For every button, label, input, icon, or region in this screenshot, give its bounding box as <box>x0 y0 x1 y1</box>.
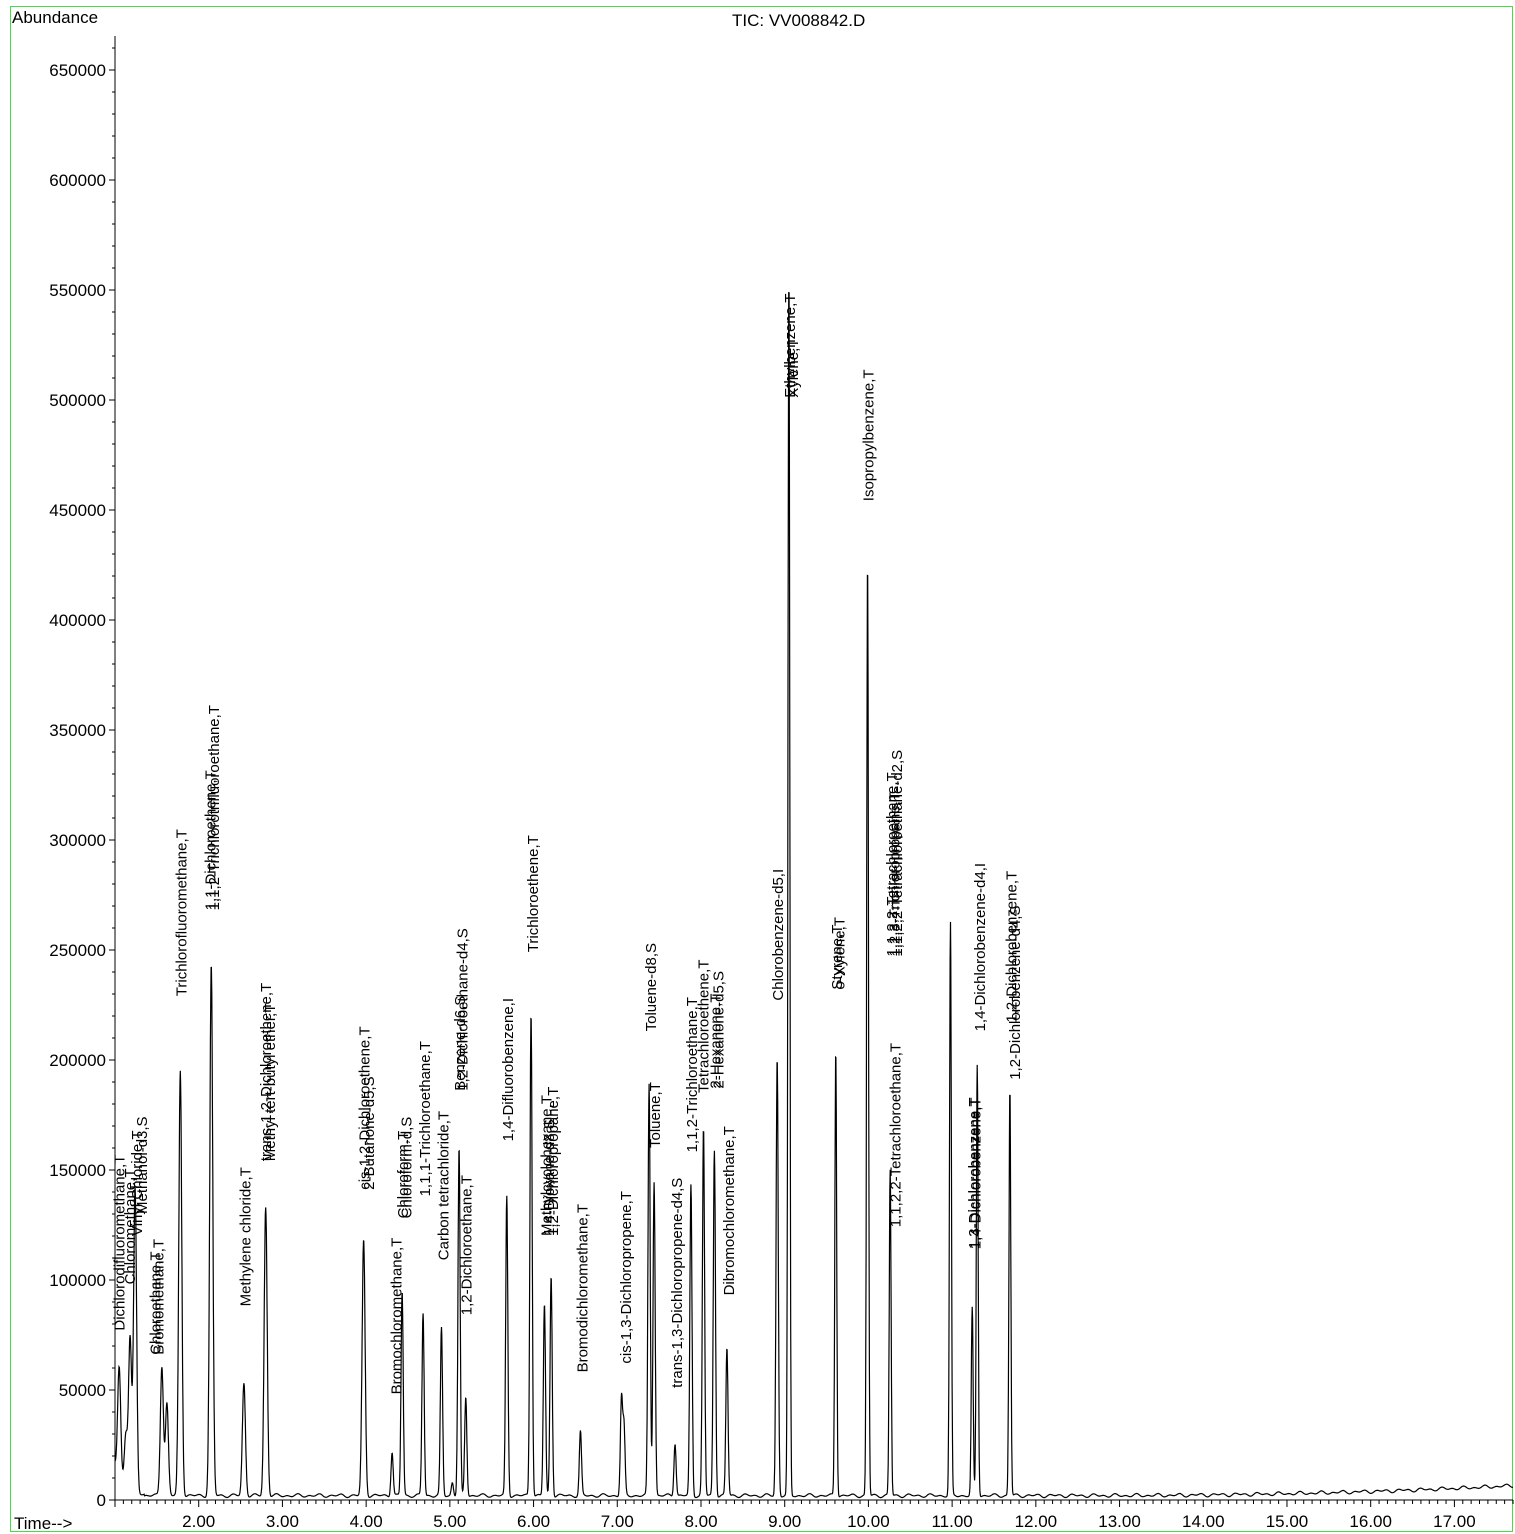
peak-label: Bromomethane,T <box>151 1239 168 1355</box>
peak-label: 1,2-Dichloroethane-d4,S <box>455 928 472 1091</box>
peak-label: Trichlorofluoromethane,T <box>173 829 190 996</box>
y-tick-label: 400000 <box>49 611 106 630</box>
y-tick-label: 500000 <box>49 391 106 410</box>
peak-label: Dibromochloromethane,T <box>721 1126 738 1295</box>
peak-label: Chloroform-d,S <box>398 1117 415 1219</box>
y-tick-label: 600000 <box>49 171 106 190</box>
x-tick-label: 3.00 <box>266 1512 299 1531</box>
peak-label: Methyl tert-butyl ether,T <box>262 1004 279 1162</box>
peak-label: 1,2-Dichloroethane,T <box>459 1175 476 1315</box>
peak-label: 1,1,1-Trichloroethane,T <box>417 1041 434 1196</box>
x-tick-label: 12.00 <box>1015 1512 1058 1531</box>
y-tick-label: 0 <box>97 1491 106 1510</box>
peak-label: 1,1,2,2-Tetrachloroethane,T <box>887 1043 904 1227</box>
peak-label: 1,1,2,2-Tetrachloroethane-d2,S <box>889 750 906 957</box>
peak-label: trans-1,3-Dichloropropene-d4,S <box>669 1178 686 1388</box>
x-tick-label: 14.00 <box>1182 1512 1225 1531</box>
peak-label: o-Xylene,T <box>831 917 848 990</box>
x-tick-label: 15.00 <box>1266 1512 1309 1531</box>
peak-label: cis-1,3-Dichloropropene,T <box>618 1191 635 1364</box>
peak-label: 1,2-Dichlorobenzene-d4,S <box>1007 906 1024 1080</box>
peak-label: Bromodichloromethane,T <box>574 1204 591 1372</box>
peak-label: 1,2-Dichloropropane,T <box>545 1087 562 1236</box>
x-tick-label: 5.00 <box>433 1512 466 1531</box>
y-tick-label: 550000 <box>49 281 106 300</box>
x-tick-label: 9.00 <box>768 1512 801 1531</box>
x-tick-label: 11.00 <box>931 1512 972 1531</box>
y-tick-label: 450000 <box>49 501 106 520</box>
peak-label: Methylene chloride,T <box>238 1167 255 1306</box>
x-tick-label: 2.00 <box>182 1512 215 1531</box>
peak-label: 1,4-Difluorobenzene,I <box>500 998 517 1141</box>
x-tick-label: 17.00 <box>1433 1512 1476 1531</box>
x-tick-label: 16.00 <box>1349 1512 1392 1531</box>
y-tick-label: 250000 <box>49 941 106 960</box>
peak-label: Bromochloromethane,T <box>388 1238 405 1395</box>
peak-label: 1,1,2-Trichlorotrifluoroethane,T <box>206 705 223 910</box>
peak-label: Isopropylbenzene,T <box>861 369 878 501</box>
y-tick-label: 300000 <box>49 831 106 850</box>
y-tick-label: 350000 <box>49 721 106 740</box>
y-tick-label: 100000 <box>49 1271 106 1290</box>
y-tick-label: 200000 <box>49 1051 106 1070</box>
x-tick-label: 10.00 <box>847 1512 890 1531</box>
peak-label: 1,4-Dichlorobenzene,T <box>968 1097 985 1249</box>
tic-trace <box>115 293 1513 1498</box>
y-tick-label: 50000 <box>59 1381 106 1400</box>
y-tick-label: 150000 <box>49 1161 106 1180</box>
peak-label: 2-Hexanone-d5,S <box>711 971 728 1089</box>
peak-label: Carbon tetrachloride,T <box>435 1111 452 1260</box>
y-tick-label: 650000 <box>49 61 106 80</box>
x-tick-label: 6.00 <box>517 1512 550 1531</box>
peak-label: Chlorobenzene-d5,I <box>770 869 787 1001</box>
x-tick-label: 7.00 <box>601 1512 634 1531</box>
peak-label: Toluene-d8,S <box>643 943 660 1031</box>
x-tick-label: 4.00 <box>350 1512 383 1531</box>
peak-label: Toluene,T <box>647 1082 664 1148</box>
x-tick-label: 13.00 <box>1098 1512 1141 1531</box>
peak-label: Trichloroethene,T <box>525 835 542 952</box>
peak-label: 2-Butanone-d5,S <box>361 1076 378 1189</box>
peak-label: Methanol-d3,S <box>134 1116 151 1214</box>
peak-label: 1,4-Dichlorobenzene-d4,I <box>972 863 989 1031</box>
peak-label: Xylene,T <box>785 339 802 398</box>
x-tick-label: 8.00 <box>684 1512 717 1531</box>
